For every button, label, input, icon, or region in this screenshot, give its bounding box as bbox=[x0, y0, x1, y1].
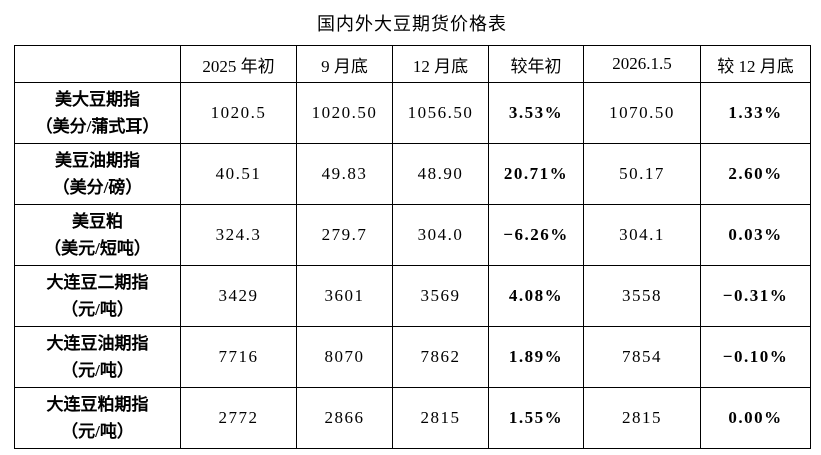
table-cell-change: 4.08% bbox=[488, 265, 584, 327]
row-label-name: 美豆粕 bbox=[72, 211, 123, 231]
table-cell: 3429 bbox=[180, 265, 297, 327]
row-label-unit: （元/吨） bbox=[61, 361, 134, 380]
table-cell: 3601 bbox=[296, 265, 393, 327]
table-cell: 2815 bbox=[583, 387, 701, 449]
table-row-dalian-soymeal: 大连豆粕期指 （元/吨） 2772 2866 2815 1.55% 2815 0… bbox=[14, 387, 811, 449]
table-row-us-soybean: 美大豆期指 （美分/蒲式耳） 1020.5 1020.50 1056.50 3.… bbox=[14, 82, 811, 144]
table-row-us-soymeal: 美豆粕 （美元/短吨） 324.3 279.7 304.0 −6.26% 304… bbox=[14, 204, 811, 266]
row-label-name: 大连豆粕期指 bbox=[46, 394, 149, 414]
table-row-us-soyoil: 美豆油期指 （美分/磅） 40.51 49.83 48.90 20.71% 50… bbox=[14, 143, 811, 205]
row-label-unit: （美分/蒲式耳） bbox=[35, 117, 160, 136]
row-label: 大连豆油期指 （元/吨） bbox=[14, 326, 181, 388]
row-label-unit: （元/吨） bbox=[61, 422, 134, 441]
row-label-name: 美大豆期指 bbox=[55, 89, 140, 109]
row-label: 美大豆期指 （美分/蒲式耳） bbox=[14, 82, 181, 144]
column-header-vs-dec-end: 较 12 月底 bbox=[700, 45, 811, 83]
table-cell: 2815 bbox=[392, 387, 489, 449]
row-label-name: 大连豆二期指 bbox=[46, 272, 149, 292]
row-label-unit: （美元/短吨） bbox=[44, 239, 151, 258]
row-label-name: 美豆油期指 bbox=[55, 150, 140, 170]
table-cell-change: 1.55% bbox=[488, 387, 584, 449]
table-cell-change: 1.33% bbox=[700, 82, 811, 144]
table-cell: 2866 bbox=[296, 387, 393, 449]
table-cell: 3569 bbox=[392, 265, 489, 327]
table-row-dalian-soybean2: 大连豆二期指 （元/吨） 3429 3601 3569 4.08% 3558 −… bbox=[14, 265, 811, 327]
price-table: 2025 年初 9 月底 12 月底 较年初 2026.1.5 较 12 月底 … bbox=[14, 45, 811, 449]
table-cell: 40.51 bbox=[180, 143, 297, 205]
header-row: 2025 年初 9 月底 12 月底 较年初 2026.1.5 较 12 月底 bbox=[14, 45, 811, 83]
table-cell: 50.17 bbox=[583, 143, 701, 205]
table-cell: 279.7 bbox=[296, 204, 393, 266]
table-cell-change: 1.89% bbox=[488, 326, 584, 388]
table-cell-change: −0.10% bbox=[700, 326, 811, 388]
column-header-2026-1-5: 2026.1.5 bbox=[583, 45, 701, 83]
table-cell: 2772 bbox=[180, 387, 297, 449]
table-cell: 304.1 bbox=[583, 204, 701, 266]
table-cell: 7716 bbox=[180, 326, 297, 388]
table-cell-change: 0.03% bbox=[700, 204, 811, 266]
table-cell-change: 0.00% bbox=[700, 387, 811, 449]
column-header-blank bbox=[14, 45, 181, 83]
table-cell: 1056.50 bbox=[392, 82, 489, 144]
column-header-2025-start: 2025 年初 bbox=[180, 45, 297, 83]
row-label-unit: （元/吨） bbox=[61, 300, 134, 319]
row-label: 大连豆粕期指 （元/吨） bbox=[14, 387, 181, 449]
column-header-vs-year-start: 较年初 bbox=[488, 45, 584, 83]
row-label: 美豆油期指 （美分/磅） bbox=[14, 143, 181, 205]
table-cell: 8070 bbox=[296, 326, 393, 388]
table-cell: 324.3 bbox=[180, 204, 297, 266]
row-label: 大连豆二期指 （元/吨） bbox=[14, 265, 181, 327]
table-cell-change: 3.53% bbox=[488, 82, 584, 144]
table-cell: 49.83 bbox=[296, 143, 393, 205]
table-cell: 7862 bbox=[392, 326, 489, 388]
row-label-unit: （美分/磅） bbox=[52, 178, 143, 197]
table-cell: 1020.50 bbox=[296, 82, 393, 144]
column-header-dec-end: 12 月底 bbox=[392, 45, 489, 83]
column-header-sep-end: 9 月底 bbox=[296, 45, 393, 83]
table-cell: 1070.50 bbox=[583, 82, 701, 144]
table-cell: 304.0 bbox=[392, 204, 489, 266]
table-cell-change: 20.71% bbox=[488, 143, 584, 205]
table-cell-change: −6.26% bbox=[488, 204, 584, 266]
table-title: 国内外大豆期货价格表 bbox=[317, 14, 507, 34]
table-cell: 1020.5 bbox=[180, 82, 297, 144]
row-label-name: 大连豆油期指 bbox=[46, 333, 149, 353]
table-cell: 48.90 bbox=[392, 143, 489, 205]
table-cell: 3558 bbox=[583, 265, 701, 327]
table-row-dalian-soyoil: 大连豆油期指 （元/吨） 7716 8070 7862 1.89% 7854 −… bbox=[14, 326, 811, 388]
table-cell-change: −0.31% bbox=[700, 265, 811, 327]
table-cell: 7854 bbox=[583, 326, 701, 388]
row-label: 美豆粕 （美元/短吨） bbox=[14, 204, 181, 266]
table-cell-change: 2.60% bbox=[700, 143, 811, 205]
